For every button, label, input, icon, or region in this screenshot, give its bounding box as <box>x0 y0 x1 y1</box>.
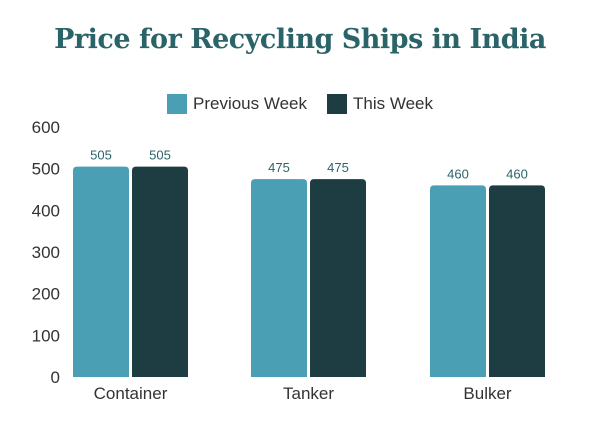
legend-label-previous-week: Previous Week <box>192 94 307 113</box>
legend-swatch-previous-week <box>166 94 187 114</box>
bar-container-this-week <box>132 166 188 377</box>
legend-item-this-week: This Week <box>327 94 433 114</box>
bar-bulker-this-week <box>489 185 545 377</box>
data-label: 460 <box>506 166 528 181</box>
x-category-label: Container <box>94 384 168 403</box>
y-tick-label: 300 <box>32 243 60 262</box>
data-label: 460 <box>447 166 469 181</box>
legend-label-this-week: This Week <box>353 94 433 113</box>
bar-tanker-this-week <box>310 179 366 377</box>
x-category-label: Bulker <box>463 384 512 403</box>
legend-swatch-this-week <box>327 94 347 114</box>
data-label: 475 <box>268 160 290 175</box>
y-tick-label: 0 <box>51 368 60 387</box>
data-label: 505 <box>149 148 171 163</box>
chart-title: Price for Recycling Ships in India <box>54 24 546 55</box>
y-tick-label: 400 <box>32 201 60 220</box>
y-tick-label: 600 <box>32 118 60 137</box>
data-label: 505 <box>90 148 112 163</box>
bar-container-previous-week <box>73 166 129 377</box>
chart-legend: Previous Week This Week <box>0 94 600 114</box>
legend-item-previous-week: Previous Week <box>166 94 307 114</box>
y-tick-label: 500 <box>32 160 60 179</box>
bar-bulker-previous-week <box>430 185 486 377</box>
bar-tanker-previous-week <box>251 179 307 377</box>
data-label: 475 <box>327 160 349 175</box>
x-category-label: Tanker <box>283 384 334 403</box>
y-tick-label: 100 <box>32 326 60 345</box>
y-tick-label: 200 <box>32 285 60 304</box>
